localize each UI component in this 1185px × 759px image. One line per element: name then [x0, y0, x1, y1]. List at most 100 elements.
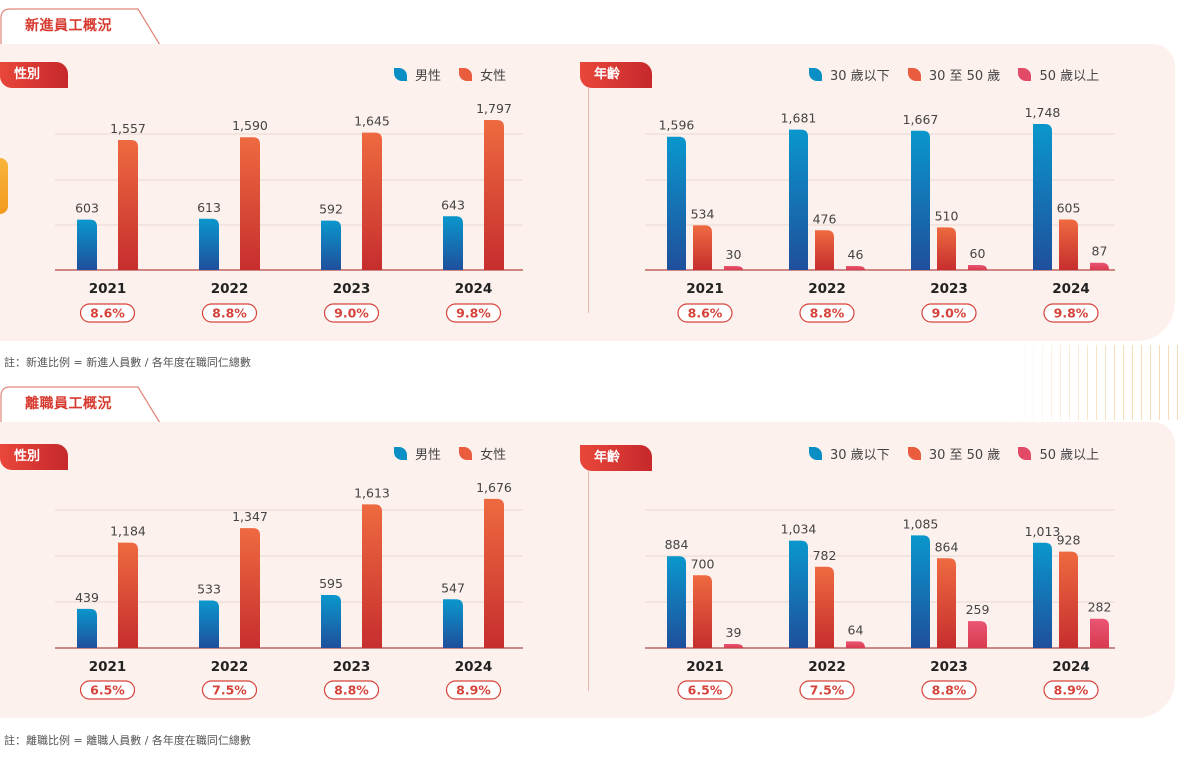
- data-label: 510: [935, 208, 959, 223]
- age30to50-swatch: [907, 447, 921, 460]
- rate-label: 9.0%: [932, 306, 967, 321]
- bar: [693, 225, 712, 270]
- data-label: 592: [319, 202, 343, 217]
- rate-badge: [799, 680, 855, 700]
- rate-badge: [1043, 303, 1099, 323]
- data-label: 439: [75, 590, 99, 605]
- data-label: 1,667: [903, 112, 939, 127]
- legend-item-under30: 30 歲以下: [809, 65, 890, 84]
- legend-label: 50 歲以上: [1039, 69, 1100, 84]
- x-tick-label: 2021: [89, 659, 127, 675]
- section-tab: 離職員工概況: [0, 386, 161, 424]
- legend-label: 30 歲以下: [830, 448, 890, 463]
- rate-label: 7.5%: [810, 683, 845, 698]
- x-tick-label: 2023: [930, 659, 968, 675]
- section-tab-shape: [0, 386, 161, 424]
- bar: [362, 132, 382, 270]
- data-label: 1,676: [476, 480, 512, 495]
- rate-label: 9.8%: [1054, 306, 1089, 321]
- age-label: 年齡: [580, 62, 652, 88]
- bar: [911, 535, 930, 648]
- gender-legend: 男性 女性: [380, 444, 506, 464]
- bar: [77, 219, 97, 270]
- x-tick-label: 2023: [930, 281, 968, 297]
- legend-label: 30 至 50 歲: [928, 448, 1001, 463]
- bar: [240, 528, 260, 648]
- divider: [588, 471, 589, 691]
- bar: [1059, 219, 1078, 270]
- bar: [240, 137, 260, 270]
- rate-label: 7.5%: [212, 683, 247, 698]
- data-label: 60: [970, 246, 986, 261]
- data-label: 1,596: [659, 118, 695, 133]
- data-label: 534: [691, 206, 715, 221]
- rate-label: 8.8%: [810, 306, 845, 321]
- legend-label: 女性: [480, 448, 507, 463]
- rate-label: 8.6%: [90, 306, 125, 321]
- x-tick-label: 2021: [686, 281, 724, 297]
- bar: [846, 641, 865, 648]
- new-hires-section: 新進員工概況 性別 男性 女性 年齡 30 歲以下 30 至 50 歲 50 歲…: [0, 0, 1185, 378]
- data-label: 1,613: [354, 485, 390, 500]
- departures-section: 離職員工概況 性別 男性 女性 年齡 30 歲以下 30 至 50 歲 50 歲…: [0, 378, 1185, 759]
- rate-badge: [677, 680, 733, 700]
- bar: [937, 227, 956, 270]
- data-label: 1,034: [781, 522, 817, 537]
- rate-label: 8.9%: [1054, 683, 1089, 698]
- bar: [968, 264, 987, 270]
- divider: [588, 88, 589, 313]
- rate-badge: [79, 303, 136, 323]
- data-label: 46: [848, 247, 864, 262]
- data-label: 643: [441, 197, 465, 212]
- x-tick-label: 2023: [333, 659, 371, 675]
- bar: [1090, 618, 1109, 648]
- rate-label: 8.8%: [932, 683, 967, 698]
- legend-item-female: 女性: [459, 444, 506, 463]
- legend-item-male: 男性: [394, 65, 441, 84]
- x-tick-label: 2024: [1052, 659, 1090, 675]
- x-tick-label: 2023: [333, 281, 371, 297]
- data-label: 259: [966, 602, 990, 617]
- rate-badge: [799, 303, 855, 323]
- rate-label: 8.6%: [688, 306, 723, 321]
- departures-gender-chart: 439 1,184 2021 6.5% 533 1,347 2022 7.5% 595 1,613…: [55, 480, 523, 700]
- data-label: 1,085: [903, 516, 939, 531]
- rate-label: 8.8%: [334, 683, 369, 698]
- rate-label: 9.0%: [334, 306, 369, 321]
- data-label: 1,797: [476, 101, 512, 116]
- bar: [443, 216, 463, 270]
- data-label: 39: [726, 625, 742, 640]
- data-label: 547: [441, 580, 465, 595]
- legend-label: 男性: [415, 448, 442, 463]
- data-label: 87: [1092, 244, 1108, 259]
- section-tab: 新進員工概況: [0, 8, 161, 46]
- data-label: 613: [197, 200, 221, 215]
- bar: [789, 540, 808, 648]
- rate-label: 6.5%: [688, 683, 723, 698]
- bar: [321, 595, 341, 648]
- section-title: 新進員工概況: [25, 18, 112, 34]
- legend-label: 30 至 50 歲: [928, 69, 1001, 84]
- legend-item-male: 男性: [394, 444, 441, 463]
- legend-label: 30 歲以下: [830, 69, 890, 84]
- data-label: 282: [1088, 600, 1112, 615]
- rate-badge: [201, 303, 258, 323]
- data-label: 1,347: [232, 509, 268, 524]
- rate-badge: [79, 680, 136, 700]
- rate-badge: [677, 303, 733, 323]
- gender-label: 性別: [0, 444, 68, 470]
- legend-item-female: 女性: [459, 65, 506, 84]
- x-tick-label: 2021: [686, 659, 724, 675]
- data-label: 864: [935, 539, 959, 554]
- over50-swatch: [1018, 447, 1032, 460]
- data-label: 476: [813, 211, 837, 226]
- x-tick-label: 2024: [455, 281, 493, 297]
- x-tick-label: 2022: [808, 659, 846, 675]
- rate-label: 8.9%: [456, 683, 491, 698]
- data-label: 1,184: [110, 524, 146, 539]
- bar: [1033, 542, 1052, 648]
- bar: [789, 129, 808, 270]
- bar: [484, 498, 504, 648]
- bar: [118, 542, 138, 648]
